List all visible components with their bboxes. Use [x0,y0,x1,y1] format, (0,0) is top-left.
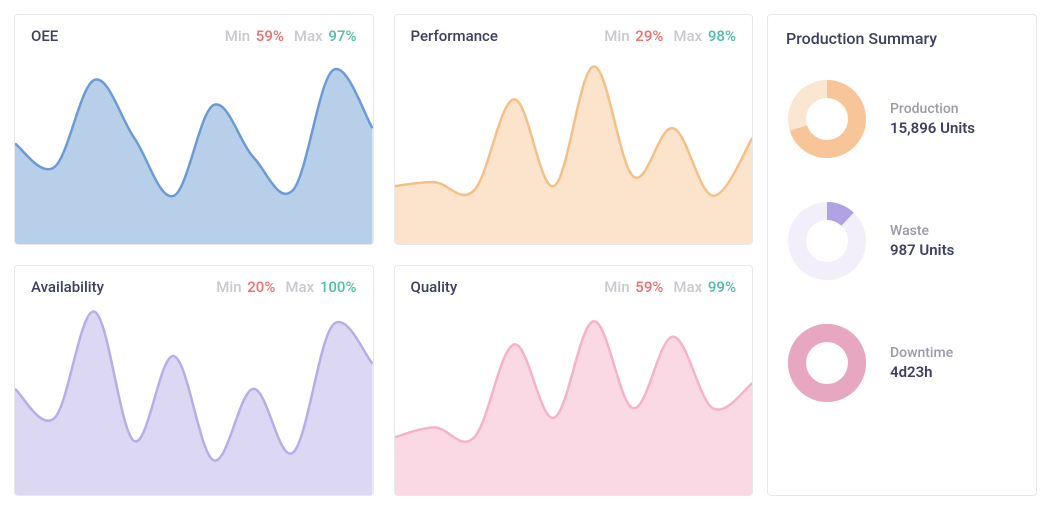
chart-body [15,51,373,244]
summary-text: Downtime 4d23h [890,345,953,381]
min-stat: Min 20% [216,278,275,296]
chart-stats: Min 20% Max 100% [216,278,356,296]
min-value: 29% [635,27,663,45]
max-value: 100% [320,278,357,296]
max-label: Max [285,278,314,296]
min-stat: Min 59% [604,278,663,296]
production-summary-panel: Production Summary Production 15,896 Uni… [767,14,1037,496]
summary-item-production: Production 15,896 Units [786,78,1018,160]
chart-title: Performance [411,27,498,45]
chart-header: Availability Min 20% Max 100% [15,266,373,302]
summary-title: Production Summary [786,29,1018,48]
chart-title: OEE [31,27,58,45]
summary-text: Production 15,896 Units [890,101,975,137]
min-value: 59% [256,27,284,45]
max-stat: Max 99% [673,278,736,296]
chart-body [395,51,753,244]
min-stat: Min 29% [604,27,663,45]
chart-header: Quality Min 59% Max 99% [395,266,753,302]
max-value: 97% [328,27,356,45]
max-label: Max [673,27,702,45]
summary-value: 15,896 Units [890,119,975,137]
quality-chart-card: Quality Min 59% Max 99% [394,265,754,496]
summary-label: Downtime [890,345,953,361]
summary-label: Waste [890,223,954,239]
max-stat: Max 100% [285,278,356,296]
max-stat: Max 97% [294,27,357,45]
min-label: Min [216,278,241,296]
oee-chart-card: OEE Min 59% Max 97% [14,14,374,245]
donut-downtime [786,322,868,404]
min-value: 20% [247,278,275,296]
chart-title: Quality [411,278,458,296]
summary-item-downtime: Downtime 4d23h [786,322,1018,404]
max-stat: Max 98% [673,27,736,45]
summary-value: 4d23h [890,363,953,381]
max-value: 98% [708,27,736,45]
chart-stats: Min 59% Max 99% [604,278,736,296]
donut-waste [786,200,868,282]
performance-chart-card: Performance Min 29% Max 98% [394,14,754,245]
summary-value: 987 Units [890,241,954,259]
availability-chart-card: Availability Min 20% Max 100% [14,265,374,496]
chart-stats: Min 29% Max 98% [604,27,736,45]
chart-body [15,302,373,495]
max-label: Max [673,278,702,296]
min-label: Min [225,27,250,45]
summary-items: Production 15,896 Units Waste 987 Units … [786,68,1018,481]
summary-label: Production [890,101,975,117]
min-label: Min [604,278,629,296]
donut-production [786,78,868,160]
chart-stats: Min 59% Max 97% [225,27,357,45]
charts-grid: OEE Min 59% Max 97% Performance Min 29% … [14,14,753,496]
dashboard: OEE Min 59% Max 97% Performance Min 29% … [14,14,1037,496]
summary-item-waste: Waste 987 Units [786,200,1018,282]
chart-header: OEE Min 59% Max 97% [15,15,373,51]
chart-body [395,302,753,495]
max-value: 99% [708,278,736,296]
min-value: 59% [635,278,663,296]
min-label: Min [604,27,629,45]
summary-text: Waste 987 Units [890,223,954,259]
min-stat: Min 59% [225,27,284,45]
max-label: Max [294,27,323,45]
chart-header: Performance Min 29% Max 98% [395,15,753,51]
chart-title: Availability [31,278,104,296]
